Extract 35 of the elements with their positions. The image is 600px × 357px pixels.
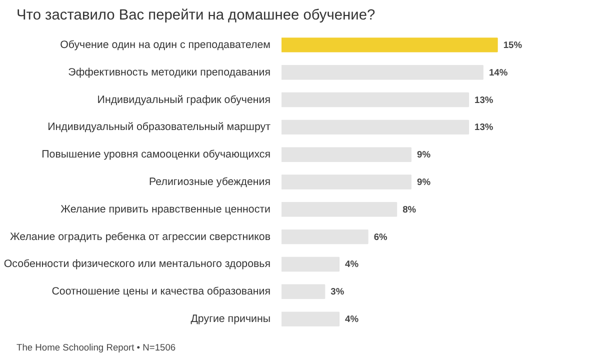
bar [282, 65, 484, 80]
data-label: 3% [330, 286, 345, 297]
y-tick-label: Соотношение цены и качества образования [52, 286, 271, 298]
data-label: 9% [417, 150, 432, 160]
y-tick-label: Индивидуальный график обучения [97, 94, 271, 106]
bar [282, 256, 340, 272]
y-tick-label: Особенности физического или ментального здоровья [4, 258, 271, 270]
y-tick-label: Желание оградить ребенка от агрессии сверстников [10, 230, 271, 243]
bar [282, 174, 412, 190]
bar [282, 284, 326, 299]
bar [282, 147, 412, 162]
y-tick-label: Обучение один на один с преподавателем [60, 38, 271, 51]
bar [282, 312, 340, 326]
data-label: 13% [474, 94, 494, 105]
y-tick-label: Желание привить нравственные ценности [60, 203, 271, 216]
y-tick-label: Религиозные убеждения [149, 176, 271, 188]
bar [282, 38, 498, 52]
y-tick-label: Другие причины [190, 313, 271, 326]
data-label: 9% [417, 177, 432, 187]
y-tick-label: Повышение уровня самооценки обучающихся [42, 148, 271, 161]
bar [282, 92, 470, 108]
bar [282, 202, 398, 217]
data-label: 4% [345, 314, 360, 324]
text: The Home Schooling Report • N=1506 [16, 342, 176, 352]
y-tick-label: Эффективность методики преподавания [68, 66, 271, 78]
data-label: 14% [488, 67, 508, 78]
data-label: 13% [474, 122, 494, 132]
data-label: 6% [374, 232, 388, 242]
data-label: 4% [345, 259, 360, 270]
chart-title: Что заставило Вас перейти на домашнее обучение? [16, 8, 376, 24]
bar [282, 229, 368, 244]
data-label: 8% [402, 204, 417, 214]
y-tick-label: Индивидуальный образовательный маршрут [48, 121, 271, 134]
bar [282, 120, 470, 135]
data-label: 15% [503, 40, 523, 50]
